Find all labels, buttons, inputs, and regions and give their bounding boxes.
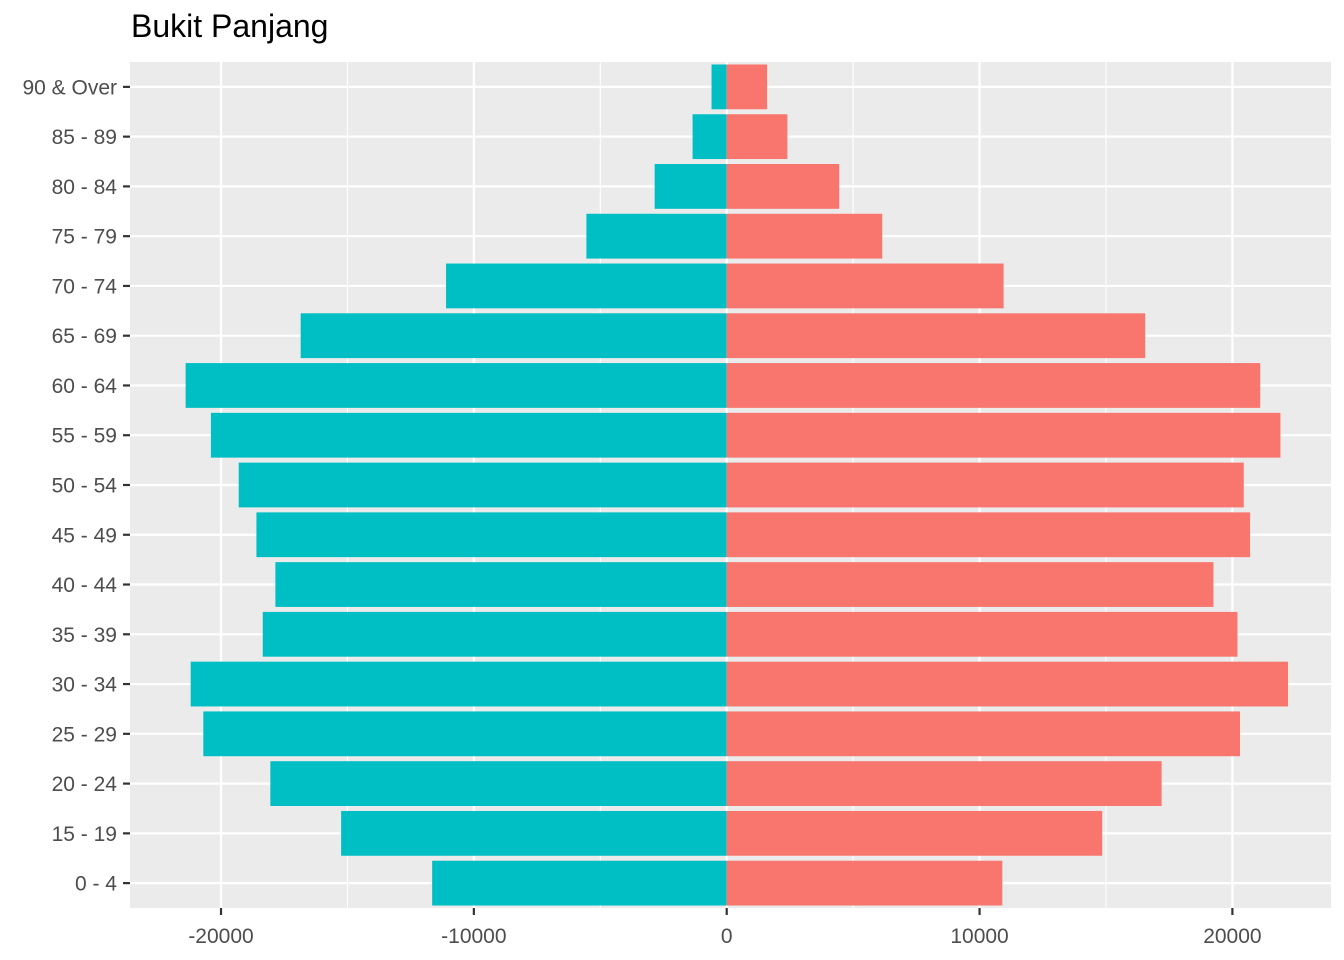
y-tick-label: 35 - 39	[52, 624, 117, 647]
y-tick-label: 30 - 34	[52, 674, 118, 697]
y-tick-label: 70 - 74	[52, 275, 118, 298]
bar-left-1	[341, 810, 727, 856]
x-tick-label: 0	[721, 925, 733, 948]
bar-right-14	[726, 164, 840, 209]
y-tick-label: 0 - 4	[75, 873, 117, 896]
bar-left-6	[275, 562, 727, 607]
bar-right-13	[726, 213, 883, 259]
bar-left-16	[711, 64, 727, 110]
bar-right-15	[726, 114, 788, 160]
x-tick-label: -20000	[188, 925, 253, 948]
y-tick-label: 80 - 84	[52, 176, 118, 199]
bar-left-15	[692, 114, 727, 160]
y-tick-label: 60 - 64	[52, 375, 118, 398]
bar-right-7	[726, 512, 1251, 558]
bar-left-12	[446, 263, 727, 309]
bar-right-10	[726, 363, 1261, 408]
bar-left-0	[432, 860, 727, 906]
bar-left-2	[270, 761, 727, 806]
bar-left-10	[185, 363, 727, 408]
bar-right-9	[726, 412, 1281, 458]
bar-right-11	[726, 313, 1146, 359]
bars	[185, 64, 1289, 906]
y-tick-label: 90 & Over	[22, 76, 117, 99]
bar-right-6	[726, 562, 1214, 607]
y-tick-label: 20 - 24	[52, 773, 118, 796]
y-tick-label: 45 - 49	[52, 524, 117, 547]
y-tick-label: 40 - 44	[52, 574, 118, 597]
bar-right-0	[726, 860, 1003, 906]
bar-left-14	[654, 164, 727, 209]
bar-right-16	[726, 64, 768, 110]
bar-left-13	[586, 213, 727, 259]
bar-right-8	[726, 462, 1244, 508]
bar-left-7	[256, 512, 727, 558]
chart-title: Bukit Panjang	[131, 8, 329, 44]
y-tick-label: 50 - 54	[52, 475, 118, 498]
bar-left-8	[238, 462, 727, 508]
bar-left-4	[190, 661, 727, 707]
y-tick-label: 25 - 29	[52, 723, 117, 746]
y-tick-label: 55 - 59	[52, 425, 117, 448]
x-tick-label: 20000	[1203, 925, 1261, 948]
y-tick-label: 85 - 89	[52, 126, 117, 149]
y-tick-label: 75 - 79	[52, 226, 117, 249]
bar-left-3	[203, 711, 727, 757]
x-tick-label: -10000	[441, 925, 506, 948]
bar-right-2	[726, 761, 1162, 806]
y-tick-label: 15 - 19	[52, 823, 117, 846]
y-tick-label: 65 - 69	[52, 325, 117, 348]
bar-right-4	[726, 661, 1289, 707]
bar-left-9	[210, 412, 727, 458]
bar-right-12	[726, 263, 1004, 309]
bar-right-1	[726, 810, 1103, 856]
bar-right-3	[726, 711, 1240, 757]
x-tick-label: 10000	[950, 925, 1008, 948]
axes: -20000 -10000 0 10000 20000 0 - 4 15 - 19 20 - …	[22, 76, 1261, 948]
bar-left-5	[262, 611, 727, 657]
bar-right-5	[726, 611, 1238, 657]
bar-left-11	[300, 313, 727, 359]
